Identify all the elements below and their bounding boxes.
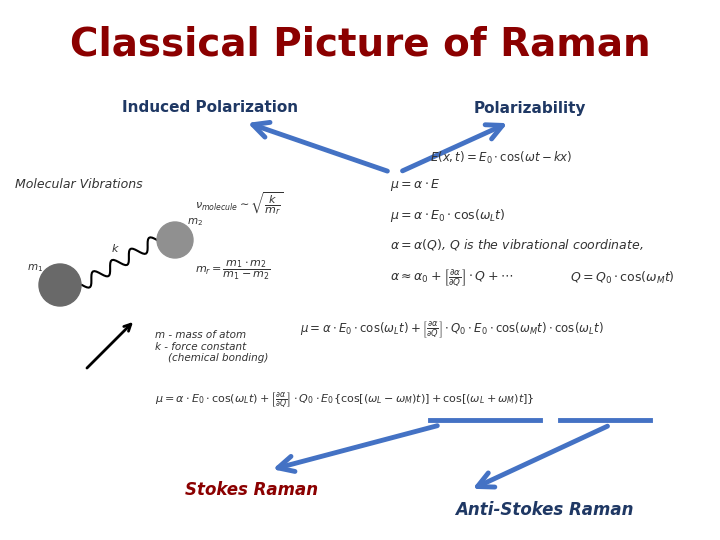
Text: Anti-Stokes Raman: Anti-Stokes Raman bbox=[455, 501, 634, 519]
Text: $\mu = \alpha \cdot E_0 \cdot \cos(\omega_L t) + \left[\frac{\partial\alpha}{\pa: $\mu = \alpha \cdot E_0 \cdot \cos(\omeg… bbox=[155, 390, 535, 410]
Text: m - mass of atom
k - force constant
    (chemical bonding): m - mass of atom k - force constant (che… bbox=[155, 330, 269, 363]
Text: Stokes Raman: Stokes Raman bbox=[185, 481, 318, 499]
Ellipse shape bbox=[39, 264, 81, 306]
Text: $Q = Q_0 \cdot \cos(\omega_M t)$: $Q = Q_0 \cdot \cos(\omega_M t)$ bbox=[570, 270, 675, 286]
Text: $m_2$: $m_2$ bbox=[187, 216, 203, 228]
Text: $\mu = \alpha \cdot E$: $\mu = \alpha \cdot E$ bbox=[390, 177, 441, 193]
Text: $\alpha \approx \alpha_0 + \left[\frac{\partial\alpha}{\partial Q}\right] \cdot : $\alpha \approx \alpha_0 + \left[\frac{\… bbox=[390, 267, 513, 289]
Text: Classical Picture of Raman: Classical Picture of Raman bbox=[70, 26, 650, 64]
Text: Polarizability: Polarizability bbox=[474, 100, 586, 116]
Text: $m_1$: $m_1$ bbox=[27, 262, 43, 274]
Text: $\alpha = \alpha(Q)$, $Q$ is the vibrational coordinate,: $\alpha = \alpha(Q)$, $Q$ is the vibrati… bbox=[390, 238, 644, 253]
Text: $k$: $k$ bbox=[111, 242, 120, 254]
Ellipse shape bbox=[157, 222, 193, 258]
Text: $\mu = \alpha \cdot E_0 \cdot \cos(\omega_L t)$: $\mu = \alpha \cdot E_0 \cdot \cos(\omeg… bbox=[390, 206, 505, 224]
Text: $\nu_{molecule} \sim \sqrt{\dfrac{k}{m_r}}$: $\nu_{molecule} \sim \sqrt{\dfrac{k}{m_r… bbox=[195, 191, 283, 218]
Text: $\mu = \alpha \cdot E_0 \cdot \cos(\omega_L t) + \left[\frac{\partial\alpha}{\pa: $\mu = \alpha \cdot E_0 \cdot \cos(\omeg… bbox=[300, 320, 603, 340]
Text: $m_r = \dfrac{m_1 \cdot m_2}{m_1 - m_2}$: $m_r = \dfrac{m_1 \cdot m_2}{m_1 - m_2}$ bbox=[195, 259, 271, 281]
Text: Induced Polarization: Induced Polarization bbox=[122, 100, 298, 116]
Text: $E(x,t) = E_0 \cdot \cos(\omega t - kx)$: $E(x,t) = E_0 \cdot \cos(\omega t - kx)$ bbox=[430, 150, 572, 166]
Text: Molecular Vibrations: Molecular Vibrations bbox=[15, 179, 143, 192]
